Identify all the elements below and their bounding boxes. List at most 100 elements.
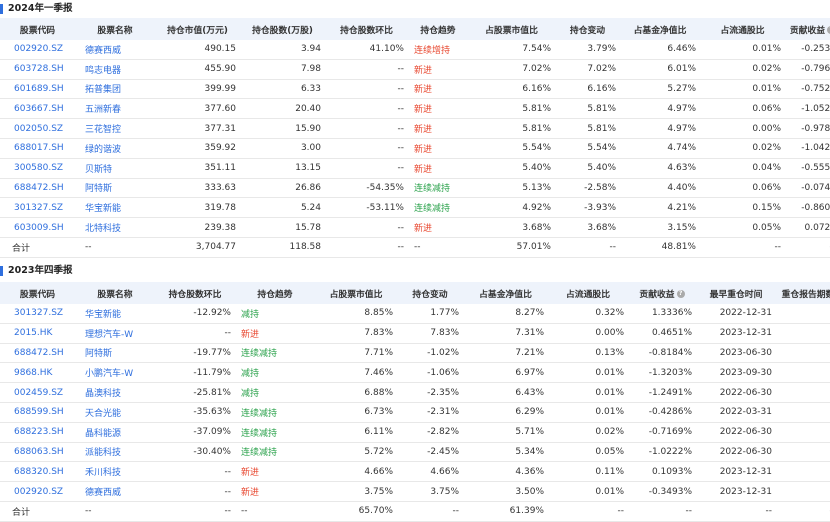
column-header[interactable]: 占流通股比	[548, 282, 628, 304]
cell-trend: --	[235, 501, 315, 522]
cell-qoq: --	[155, 501, 235, 522]
cell-nav-ratio: 4.74%	[620, 138, 700, 159]
cell-name[interactable]: 阿特斯	[75, 178, 155, 199]
cell-name[interactable]: 晶澳科技	[75, 382, 155, 403]
table-row: 301327.SZ 华宝新能 319.78 5.24 -53.11% 连续减持 4.92% -…	[0, 197, 830, 219]
cell-code: 合计	[0, 237, 75, 258]
column-header[interactable]: 持仓股数(万股)	[240, 18, 325, 40]
cell-code[interactable]: 300580.SZ	[0, 158, 75, 179]
cell-qoq: --	[325, 79, 408, 100]
cell-name[interactable]: 绿的谐波	[75, 138, 155, 159]
column-header[interactable]: 股票代码	[0, 18, 75, 40]
column-header[interactable]: 占基金净值比	[463, 282, 548, 304]
cell-change: -1.06%	[397, 362, 463, 384]
cell-float-ratio: 0.13%	[548, 343, 628, 364]
table-row: 002050.SZ 三花智控 377.31 15.90 -- 新进 5.81% 5.81% 4.…	[0, 118, 830, 139]
cell-code[interactable]: 688017.SH	[0, 138, 75, 159]
cell-name[interactable]: 天合光能	[75, 402, 155, 423]
cell-code[interactable]: 601689.SH	[0, 79, 75, 100]
cell-trend: 减持	[235, 304, 315, 324]
cell-mv: 351.11	[155, 158, 240, 179]
cell-name[interactable]: 华宝新能	[75, 304, 155, 324]
total-row: 合计------65.70%--61.39%--------	[0, 501, 830, 522]
cell-name[interactable]: 五洲新春	[75, 98, 155, 120]
column-header[interactable]: 占基金净值比	[620, 18, 700, 40]
column-header[interactable]: 占股票市值比	[315, 282, 397, 304]
cell-name[interactable]: 德赛西威	[75, 40, 155, 60]
cell-name[interactable]: 小鹏汽车-W	[75, 362, 155, 384]
cell-code[interactable]: 301327.SZ	[0, 304, 75, 324]
column-header[interactable]: 持仓股数环比	[325, 18, 408, 40]
column-header[interactable]: 持仓趋势	[408, 18, 468, 40]
cell-shares: 7.98	[240, 59, 325, 80]
cell-code[interactable]: 603009.SH	[0, 217, 75, 238]
cell-name[interactable]: 阿特斯	[75, 343, 155, 364]
cell-first: 2023-06-30	[696, 343, 776, 364]
column-header[interactable]: 重仓报告期数	[776, 282, 830, 304]
cell-first: 2023-12-31	[696, 481, 776, 502]
cell-code[interactable]: 688599.SH	[0, 402, 75, 423]
column-header-label: 贡献收益	[789, 25, 826, 36]
cell-code[interactable]: 688063.SH	[0, 442, 75, 463]
cell-nav-ratio: 8.27%	[463, 304, 548, 324]
column-header[interactable]: 股票名称	[75, 18, 155, 40]
cell-code[interactable]: 002050.SZ	[0, 118, 75, 139]
column-header[interactable]: 持仓变动	[555, 18, 620, 40]
table-row: 688063.SH 派能科技 -30.40% 连续减持 5.72% -2.45% 5.34%…	[0, 442, 830, 463]
cell-name[interactable]: 德赛西威	[75, 481, 155, 502]
column-header[interactable]: 最早重仓时间	[696, 282, 776, 304]
cell-qoq: --	[325, 59, 408, 80]
cell-code[interactable]: 9868.HK	[0, 362, 75, 384]
cell-code[interactable]: 688223.SH	[0, 422, 75, 443]
cell-qoq: --	[155, 461, 235, 483]
cell-code[interactable]: 688320.SH	[0, 461, 75, 483]
column-header[interactable]: 持仓变动	[397, 282, 463, 304]
cell-name[interactable]: 三花智控	[75, 118, 155, 139]
column-header[interactable]: 股票名称	[75, 282, 155, 304]
cell-code[interactable]: 002920.SZ	[0, 40, 75, 60]
column-header[interactable]: 贡献收益?	[785, 18, 830, 40]
cell-name[interactable]: 禾川科技	[75, 461, 155, 483]
cell-first: 2022-06-30	[696, 422, 776, 443]
cell-contrib: -0.5557	[785, 158, 830, 179]
column-header[interactable]: 贡献收益?	[628, 282, 696, 304]
cell-name[interactable]: 贝斯特	[75, 158, 155, 179]
cell-float-ratio: 0.01%	[548, 362, 628, 384]
cell-name[interactable]: 鸣志电器	[75, 59, 155, 80]
cell-name[interactable]: 晶科能源	[75, 422, 155, 443]
cell-change: 5.40%	[555, 158, 620, 179]
cell-change: 7.02%	[555, 59, 620, 80]
cell-name[interactable]: 拓普集团	[75, 79, 155, 100]
cell-code[interactable]: 301327.SZ	[0, 197, 75, 219]
cell-nav-ratio: 4.63%	[620, 158, 700, 179]
cell-code[interactable]: 2015.HK	[0, 323, 75, 344]
cell-code[interactable]: 002459.SZ	[0, 382, 75, 403]
cell-trend: 新进	[408, 59, 468, 80]
column-header[interactable]: 占流通股比	[700, 18, 785, 40]
cell-float-ratio: 0.02%	[700, 59, 785, 80]
column-header-label: 持仓变动	[569, 25, 606, 36]
cell-code[interactable]: 603667.SH	[0, 98, 75, 120]
cell-contrib: -1.2491%	[628, 382, 696, 403]
cell-shares: 118.58	[240, 237, 325, 258]
cell-code[interactable]: 603728.SH	[0, 59, 75, 80]
cell-trend: 新进	[408, 79, 468, 100]
cell-name[interactable]: 华宝新能	[75, 197, 155, 219]
column-header[interactable]: 占股票市值比	[468, 18, 555, 40]
column-header[interactable]: 持仓市值(万元)	[155, 18, 240, 40]
cell-change: -2.45%	[397, 442, 463, 463]
cell-first: --	[696, 501, 776, 522]
column-header[interactable]: 股票代码	[0, 282, 75, 304]
cell-name[interactable]: 理想汽车-W	[75, 323, 155, 344]
column-header[interactable]: 持仓股数环比	[155, 282, 235, 304]
cell-code[interactable]: 002920.SZ	[0, 481, 75, 502]
cell-periods: 1	[776, 323, 830, 344]
cell-code[interactable]: 688472.SH	[0, 343, 75, 364]
cell-name[interactable]: 派能科技	[75, 442, 155, 463]
cell-name[interactable]: 北特科技	[75, 217, 155, 238]
cell-code[interactable]: 688472.SH	[0, 178, 75, 199]
cell-contrib: -1.0222%	[628, 442, 696, 463]
cell-nav-ratio: 4.40%	[620, 178, 700, 199]
column-header[interactable]: 持仓趋势	[235, 282, 315, 304]
